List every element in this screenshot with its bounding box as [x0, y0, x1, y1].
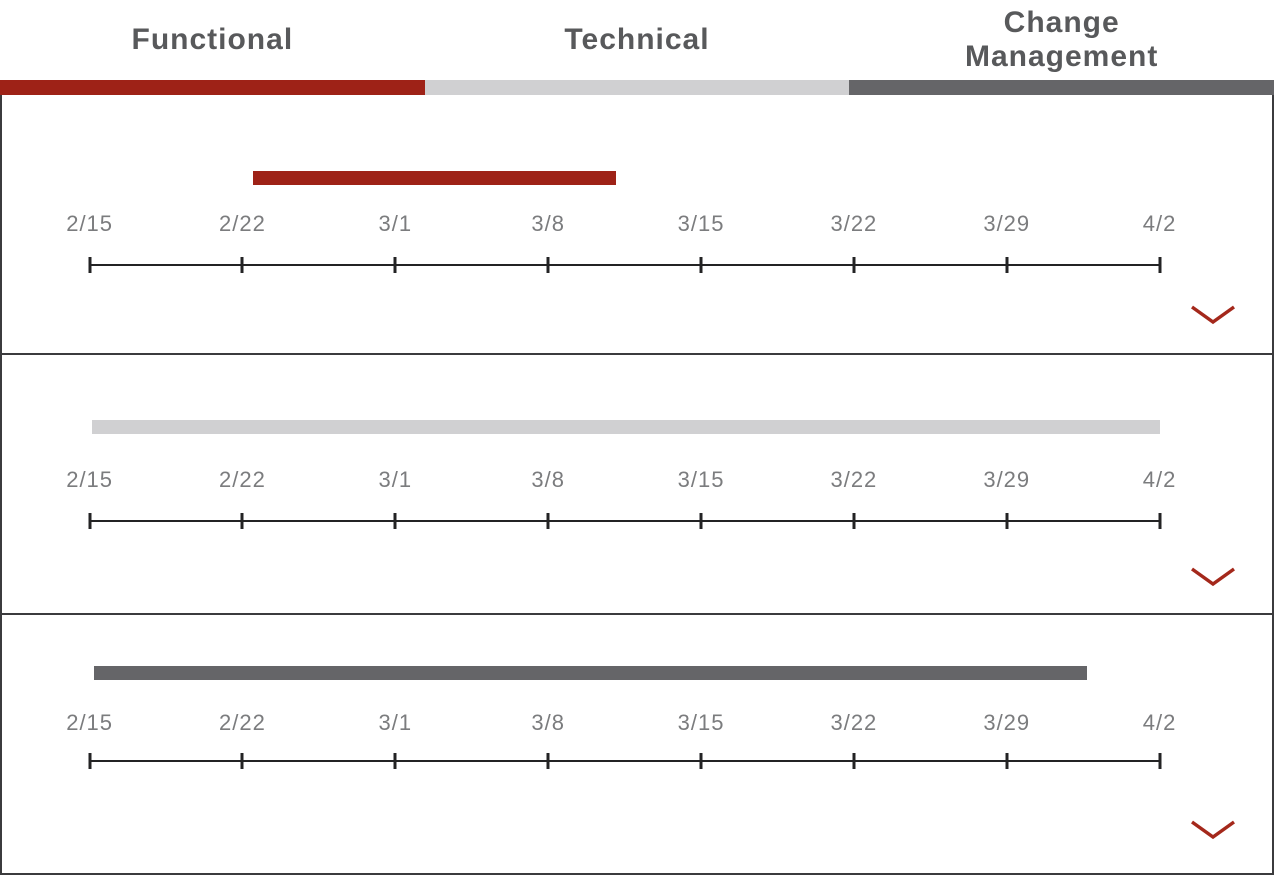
axis-tick: [1158, 753, 1162, 769]
axis-tick: [1158, 257, 1162, 273]
axis-date-label: 3/1: [378, 211, 413, 236]
axis-date-label: 2/22: [219, 211, 266, 236]
tab-functional[interactable]: Functional: [0, 0, 425, 80]
axis-tick: [393, 513, 397, 529]
tab-technical-label: Technical: [564, 23, 710, 56]
expand-panel-technical-button[interactable]: [1190, 567, 1236, 587]
tab-indicator-technical: [424, 80, 850, 95]
axis-date-label: 2/15: [66, 467, 114, 492]
axis-tick: [88, 753, 92, 769]
axis-tick: [1005, 753, 1009, 769]
axis-tick: [852, 257, 856, 273]
axis-date-label: 4/2: [1142, 211, 1177, 236]
axis-tick: [1158, 513, 1162, 529]
axis-date-label: 3/15: [677, 467, 725, 492]
timeline-axis: [2, 753, 1272, 769]
axis-date-label: 4/2: [1142, 710, 1177, 735]
axis-tick: [546, 257, 550, 273]
axis-tick: [393, 257, 397, 273]
gantt-bar-change-management: [93, 666, 1087, 680]
axis-date-label: 3/8: [531, 211, 565, 236]
axis-date-label: 3/29: [983, 467, 1031, 492]
tab-indicator-bar: [0, 80, 1274, 95]
gantt-bar-functional: [253, 171, 617, 185]
expand-panel-change-management-button[interactable]: [1190, 820, 1236, 840]
panel-functional: 2/15 2/22 3/1 3/8 3/15 3/22 3/29 4/2: [0, 95, 1274, 355]
axis-date-label: 2/15: [66, 710, 114, 735]
axis-tick: [240, 753, 244, 769]
chevron-down-icon: [1191, 820, 1235, 840]
axis-tick: [699, 257, 703, 273]
axis-tick: [393, 753, 397, 769]
axis-tick: [546, 753, 550, 769]
tab-change-management[interactable]: Change Management: [849, 0, 1274, 80]
chevron-down-icon: [1191, 567, 1235, 587]
timeline-axis: [2, 257, 1272, 273]
axis-tick: [699, 753, 703, 769]
panel-change-management: 2/15 2/22 3/1 3/8 3/15 3/22 3/29 4/2: [0, 615, 1274, 875]
chevron-down-icon: [1191, 305, 1235, 325]
axis-date-label: 3/8: [531, 467, 565, 492]
expand-panel-functional-button[interactable]: [1190, 305, 1236, 325]
tab-functional-label: Functional: [131, 23, 294, 56]
axis-tick: [852, 753, 856, 769]
tab-change-management-label: Change Management: [964, 6, 1159, 73]
axis-date-label: 3/29: [983, 710, 1031, 735]
axis-date-label: 3/29: [983, 211, 1031, 236]
axis-date-labels: 2/15 2/22 3/1 3/8 3/15 3/22 3/29 4/2: [2, 467, 1272, 495]
axis-tick: [546, 513, 550, 529]
axis-date-label: 3/8: [531, 710, 565, 735]
axis-line: [89, 264, 1160, 266]
axis-date-label: 3/22: [830, 211, 878, 236]
tab-indicator-functional: [0, 80, 425, 95]
axis-date-labels: 2/15 2/22 3/1 3/8 3/15 3/22 3/29 4/2: [2, 211, 1272, 239]
axis-tick: [1005, 257, 1009, 273]
tab-bar: Functional Technical Change Management: [0, 0, 1274, 80]
axis-date-labels: 2/15 2/22 3/1 3/8 3/15 3/22 3/29 4/2: [2, 710, 1272, 738]
axis-tick: [699, 513, 703, 529]
timeline-axis: [2, 513, 1272, 529]
tab-indicator-change-management: [849, 80, 1274, 95]
panel-technical: 2/15 2/22 3/1 3/8 3/15 3/22 3/29 4/2: [0, 355, 1274, 615]
axis-date-label: 3/22: [830, 710, 878, 735]
axis-tick: [240, 257, 244, 273]
axis-date-label: 4/2: [1142, 467, 1177, 492]
axis-line: [89, 760, 1160, 762]
tab-technical[interactable]: Technical: [425, 0, 850, 80]
axis-tick: [1005, 513, 1009, 529]
axis-date-label: 3/15: [677, 710, 725, 735]
axis-date-label: 3/22: [830, 467, 878, 492]
axis-tick: [88, 513, 92, 529]
axis-line: [89, 520, 1160, 522]
axis-date-label: 3/15: [677, 211, 725, 236]
axis-date-label: 2/22: [219, 467, 266, 492]
axis-tick: [88, 257, 92, 273]
axis-date-label: 3/1: [378, 710, 413, 735]
axis-date-label: 3/1: [378, 467, 413, 492]
axis-date-label: 2/22: [219, 710, 266, 735]
axis-tick: [240, 513, 244, 529]
gantt-bar-technical: [91, 420, 1160, 434]
axis-date-label: 2/15: [66, 211, 114, 236]
axis-tick: [852, 513, 856, 529]
